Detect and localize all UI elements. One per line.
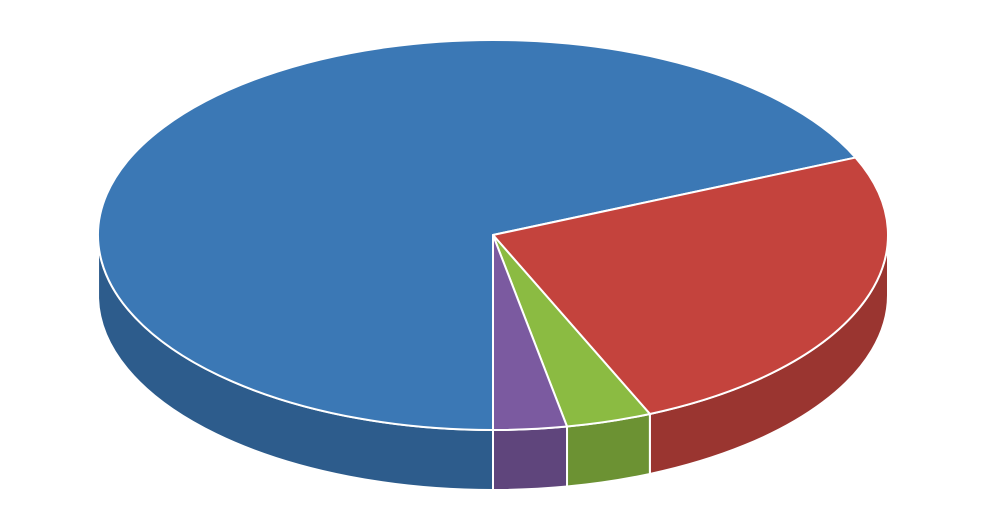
pie-side-slice-purple (493, 427, 567, 490)
pie-chart-3d: 986 (0, 0, 986, 528)
pie-chart-svg (0, 0, 986, 528)
pie-top (98, 40, 888, 430)
